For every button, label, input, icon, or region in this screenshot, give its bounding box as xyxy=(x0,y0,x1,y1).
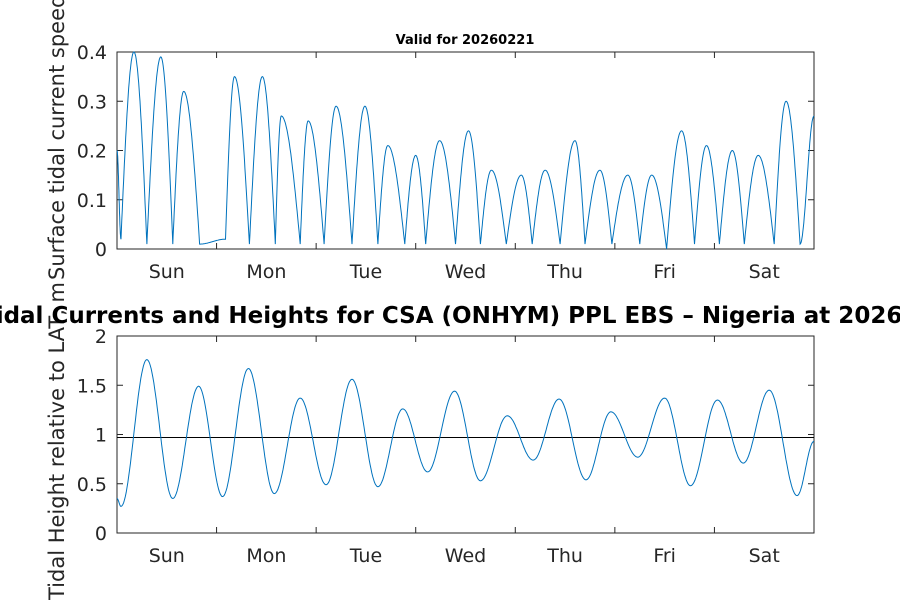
tidal-height-ticks xyxy=(116,335,815,534)
x-tick-label-mon: Mon xyxy=(246,261,286,283)
x-tick-label-tue: Tue xyxy=(349,545,382,567)
current-speed-line xyxy=(116,51,815,250)
tidal-height-x-tick-labels: Sun Mon Tue Wed Thu Fri Sat xyxy=(149,545,780,567)
y-tick-label: 1.5 xyxy=(77,375,107,397)
y-tick-label: 1 xyxy=(95,425,107,447)
y-tick-label: 2 xyxy=(95,326,107,348)
current-speed-ticks xyxy=(116,51,815,250)
x-tick-label-tue: Tue xyxy=(349,261,382,283)
x-tick-label-sat: Sat xyxy=(749,545,780,567)
x-tick-label-wed: Wed xyxy=(445,545,486,567)
current-speed-x-tick-labels: Sun Mon Tue Wed Thu Fri Sat xyxy=(149,261,780,283)
tidal-height-plot-area xyxy=(116,335,815,534)
x-tick-label-sun: Sun xyxy=(149,261,185,283)
y-tick-label: 0.4 xyxy=(77,42,107,64)
valid-date-title: Valid for 20260221 xyxy=(396,33,535,48)
tidal-height-y-tick-labels: 0 0.5 1 1.5 2 xyxy=(77,326,107,545)
tidal-height-y-axis-title: Tidal Height relative to LAT, m xyxy=(45,282,69,600)
x-tick-label-wed: Wed xyxy=(445,261,486,283)
y-tick-label: 0.5 xyxy=(77,474,107,496)
figure-title: Tidal Currents and Heights for CSA (ONHY… xyxy=(0,303,900,329)
y-tick-label: 0.2 xyxy=(77,141,107,163)
x-tick-label-mon: Mon xyxy=(246,545,286,567)
y-tick-label: 0 xyxy=(95,523,107,545)
x-tick-label-thu: Thu xyxy=(546,545,583,567)
tidal-height-line xyxy=(116,359,815,507)
current-speed-y-axis-title: Surface tidal current speed, knots xyxy=(45,0,69,280)
y-tick-label: 0 xyxy=(95,239,107,261)
x-tick-label-sun: Sun xyxy=(149,545,185,567)
y-tick-label: 0.3 xyxy=(77,91,107,113)
y-tick-label: 0.1 xyxy=(77,190,107,212)
x-tick-label-fri: Fri xyxy=(653,545,676,567)
tidal-height-panel: 0 0.5 1 1.5 2 Sun Mon Tue Wed Thu Fri Sat xyxy=(77,326,815,567)
x-tick-label-thu: Thu xyxy=(546,261,583,283)
x-tick-label-fri: Fri xyxy=(653,261,676,283)
current-speed-panel: Valid for 20260221 0 0.1 0.2 0.3 0.4 Sun Mon T… xyxy=(77,33,815,283)
current-speed-y-tick-labels: 0 0.1 0.2 0.3 0.4 xyxy=(77,42,107,261)
x-tick-label-sat: Sat xyxy=(749,261,780,283)
